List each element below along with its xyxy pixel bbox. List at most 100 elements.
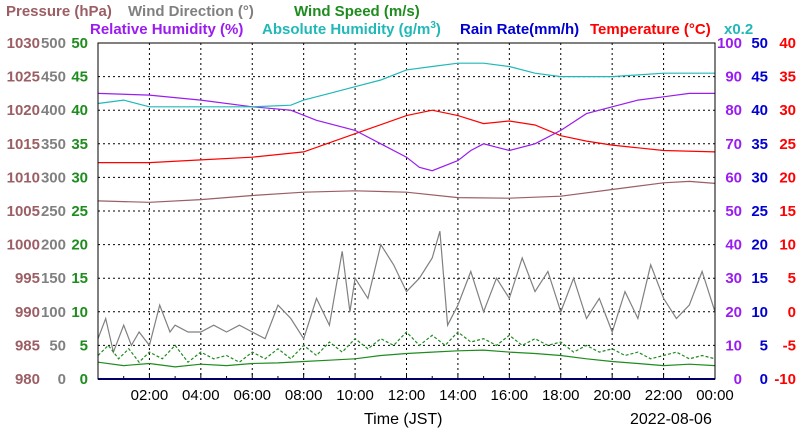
pressure-tick-label: 1015 [7, 136, 40, 153]
rain_rate-tick-label: 30 [751, 169, 768, 186]
x-axis: 02:00 04:00 06:00 08:00 10:00 12:00 14:00 16:00… [97, 373, 734, 404]
x-tick-label: 22:00 [645, 387, 683, 404]
wind_speed-tick-label: 5 [80, 337, 88, 354]
pressure-tick-label: 1010 [7, 169, 40, 186]
wind_direction-tick-label: 50 [49, 337, 66, 354]
temperature-tick-label: 30 [779, 102, 796, 119]
rain_rate-tick-label: 45 [751, 69, 768, 86]
rain_rate-tick-label: 10 [751, 304, 768, 321]
temperature-tick-label: 35 [779, 69, 796, 86]
series-line [97, 231, 716, 355]
wind_speed-tick-label: 0 [80, 371, 88, 388]
pressure-tick-label: 980 [15, 371, 40, 388]
rain_rate-tick-label: 50 [751, 35, 768, 52]
temperature-tick-label: -5 [783, 337, 796, 354]
abs-multiplier-label: x0.2 [724, 21, 753, 38]
pressure-tick-label: 1000 [7, 237, 40, 254]
humidity-tick-label: 50 [725, 203, 742, 220]
wind_direction-tick-label: 250 [41, 203, 66, 220]
x-tick-label: 20:00 [593, 387, 631, 404]
pressure-tick-label: 1020 [7, 102, 40, 119]
wind_speed-tick-label: 25 [71, 203, 88, 220]
humidity-tick-label: 60 [725, 169, 742, 186]
rain_rate-tick-label: 20 [751, 237, 768, 254]
humidity-tick-label: 20 [725, 304, 742, 321]
wind_speed-tick-label: 50 [71, 35, 88, 52]
wind_direction-tick-label: 350 [41, 136, 66, 153]
right-axes: 0102030405060708090100051015202530354045… [717, 35, 796, 388]
wind_speed-tick-label: 15 [71, 270, 88, 287]
pressure-tick-label: 995 [15, 270, 40, 287]
series-line [97, 349, 716, 368]
x-tick-label: 18:00 [542, 387, 580, 404]
rain_rate-tick-label: 0 [760, 371, 768, 388]
temperature-tick-label: 10 [779, 237, 796, 254]
humidity-tick-label: 100 [717, 35, 742, 52]
x-axis-label: Time (JST) [364, 411, 443, 428]
temperature-header: Temperature (°C) [590, 21, 711, 38]
rain_rate-tick-label: 40 [751, 102, 768, 119]
wind_direction-tick-label: 200 [41, 237, 66, 254]
humidity-tick-label: 0 [734, 371, 742, 388]
wind_direction-tick-label: 500 [41, 35, 66, 52]
x-tick-label: 04:00 [182, 387, 220, 404]
temperature-tick-label: -10 [774, 371, 796, 388]
humidity-tick-label: 70 [725, 136, 742, 153]
series-line [98, 109, 716, 164]
humidity-tick-label: 30 [725, 270, 742, 287]
series-line [97, 92, 715, 172]
rain-rate-header: Rain Rate(mm/h) [460, 21, 579, 38]
temperature-tick-label: 5 [788, 270, 796, 287]
wind_direction-tick-label: 400 [41, 102, 66, 119]
wind_speed-tick-label: 30 [71, 169, 88, 186]
wind_direction-tick-label: 300 [41, 169, 66, 186]
x-tick-label: 02:00 [131, 387, 169, 404]
pressure-tick-label: 1030 [7, 35, 40, 52]
series-line [97, 62, 715, 108]
series-group [97, 62, 716, 380]
wind_direction-tick-label: 450 [41, 69, 66, 86]
temperature-tick-label: 25 [779, 136, 796, 153]
temperature-tick-label: 0 [788, 304, 796, 321]
wind_direction-tick-label: 150 [41, 270, 66, 287]
temperature-tick-label: 15 [779, 203, 796, 220]
humidity-tick-label: 10 [725, 337, 742, 354]
wind_speed-tick-label: 20 [71, 237, 88, 254]
series-line [97, 180, 716, 203]
date-label: 2022-08-06 [630, 411, 712, 428]
humidity-tick-label: 80 [725, 102, 742, 119]
rain_rate-tick-label: 15 [751, 270, 768, 287]
wind-direction-header: Wind Direction (°) [128, 3, 254, 20]
x-tick-label: 00:00 [696, 387, 734, 404]
wind_direction-tick-label: 100 [41, 304, 66, 321]
x-tick-label: 16:00 [491, 387, 529, 404]
x-tick-label: 06:00 [233, 387, 271, 404]
plot-frame [97, 42, 716, 380]
wind_speed-tick-label: 40 [71, 102, 88, 119]
humidity-tick-label: 40 [725, 237, 742, 254]
series-line [97, 331, 716, 364]
pressure-tick-label: 990 [15, 304, 40, 321]
pressure-header: Pressure (hPa) [6, 3, 112, 20]
relative-humidity-header: Relative Humidity (%) [90, 21, 243, 38]
x-tick-label: 14:00 [439, 387, 477, 404]
absolute-humidity-header: Absolute Humidity (g/m3) [262, 20, 441, 38]
x-tick-label: 10:00 [336, 387, 374, 404]
temperature-tick-label: 20 [779, 169, 796, 186]
rain_rate-tick-label: 35 [751, 136, 768, 153]
left-axes: 9809859909951000100510101015102010251030… [7, 35, 88, 388]
wind_speed-tick-label: 10 [71, 304, 88, 321]
pressure-tick-label: 985 [15, 337, 40, 354]
x-tick-label: 08:00 [285, 387, 323, 404]
wind_speed-tick-label: 45 [71, 69, 88, 86]
wind_speed-tick-label: 35 [71, 136, 88, 153]
grid [98, 43, 715, 379]
x-tick-label: 12:00 [388, 387, 426, 404]
rain_rate-tick-label: 25 [751, 203, 768, 220]
temperature-tick-label: 40 [779, 35, 796, 52]
humidity-tick-label: 90 [725, 69, 742, 86]
wind_direction-tick-label: 0 [58, 371, 66, 388]
wind-speed-header: Wind Speed (m/s) [294, 3, 420, 20]
rain_rate-tick-label: 5 [760, 337, 768, 354]
